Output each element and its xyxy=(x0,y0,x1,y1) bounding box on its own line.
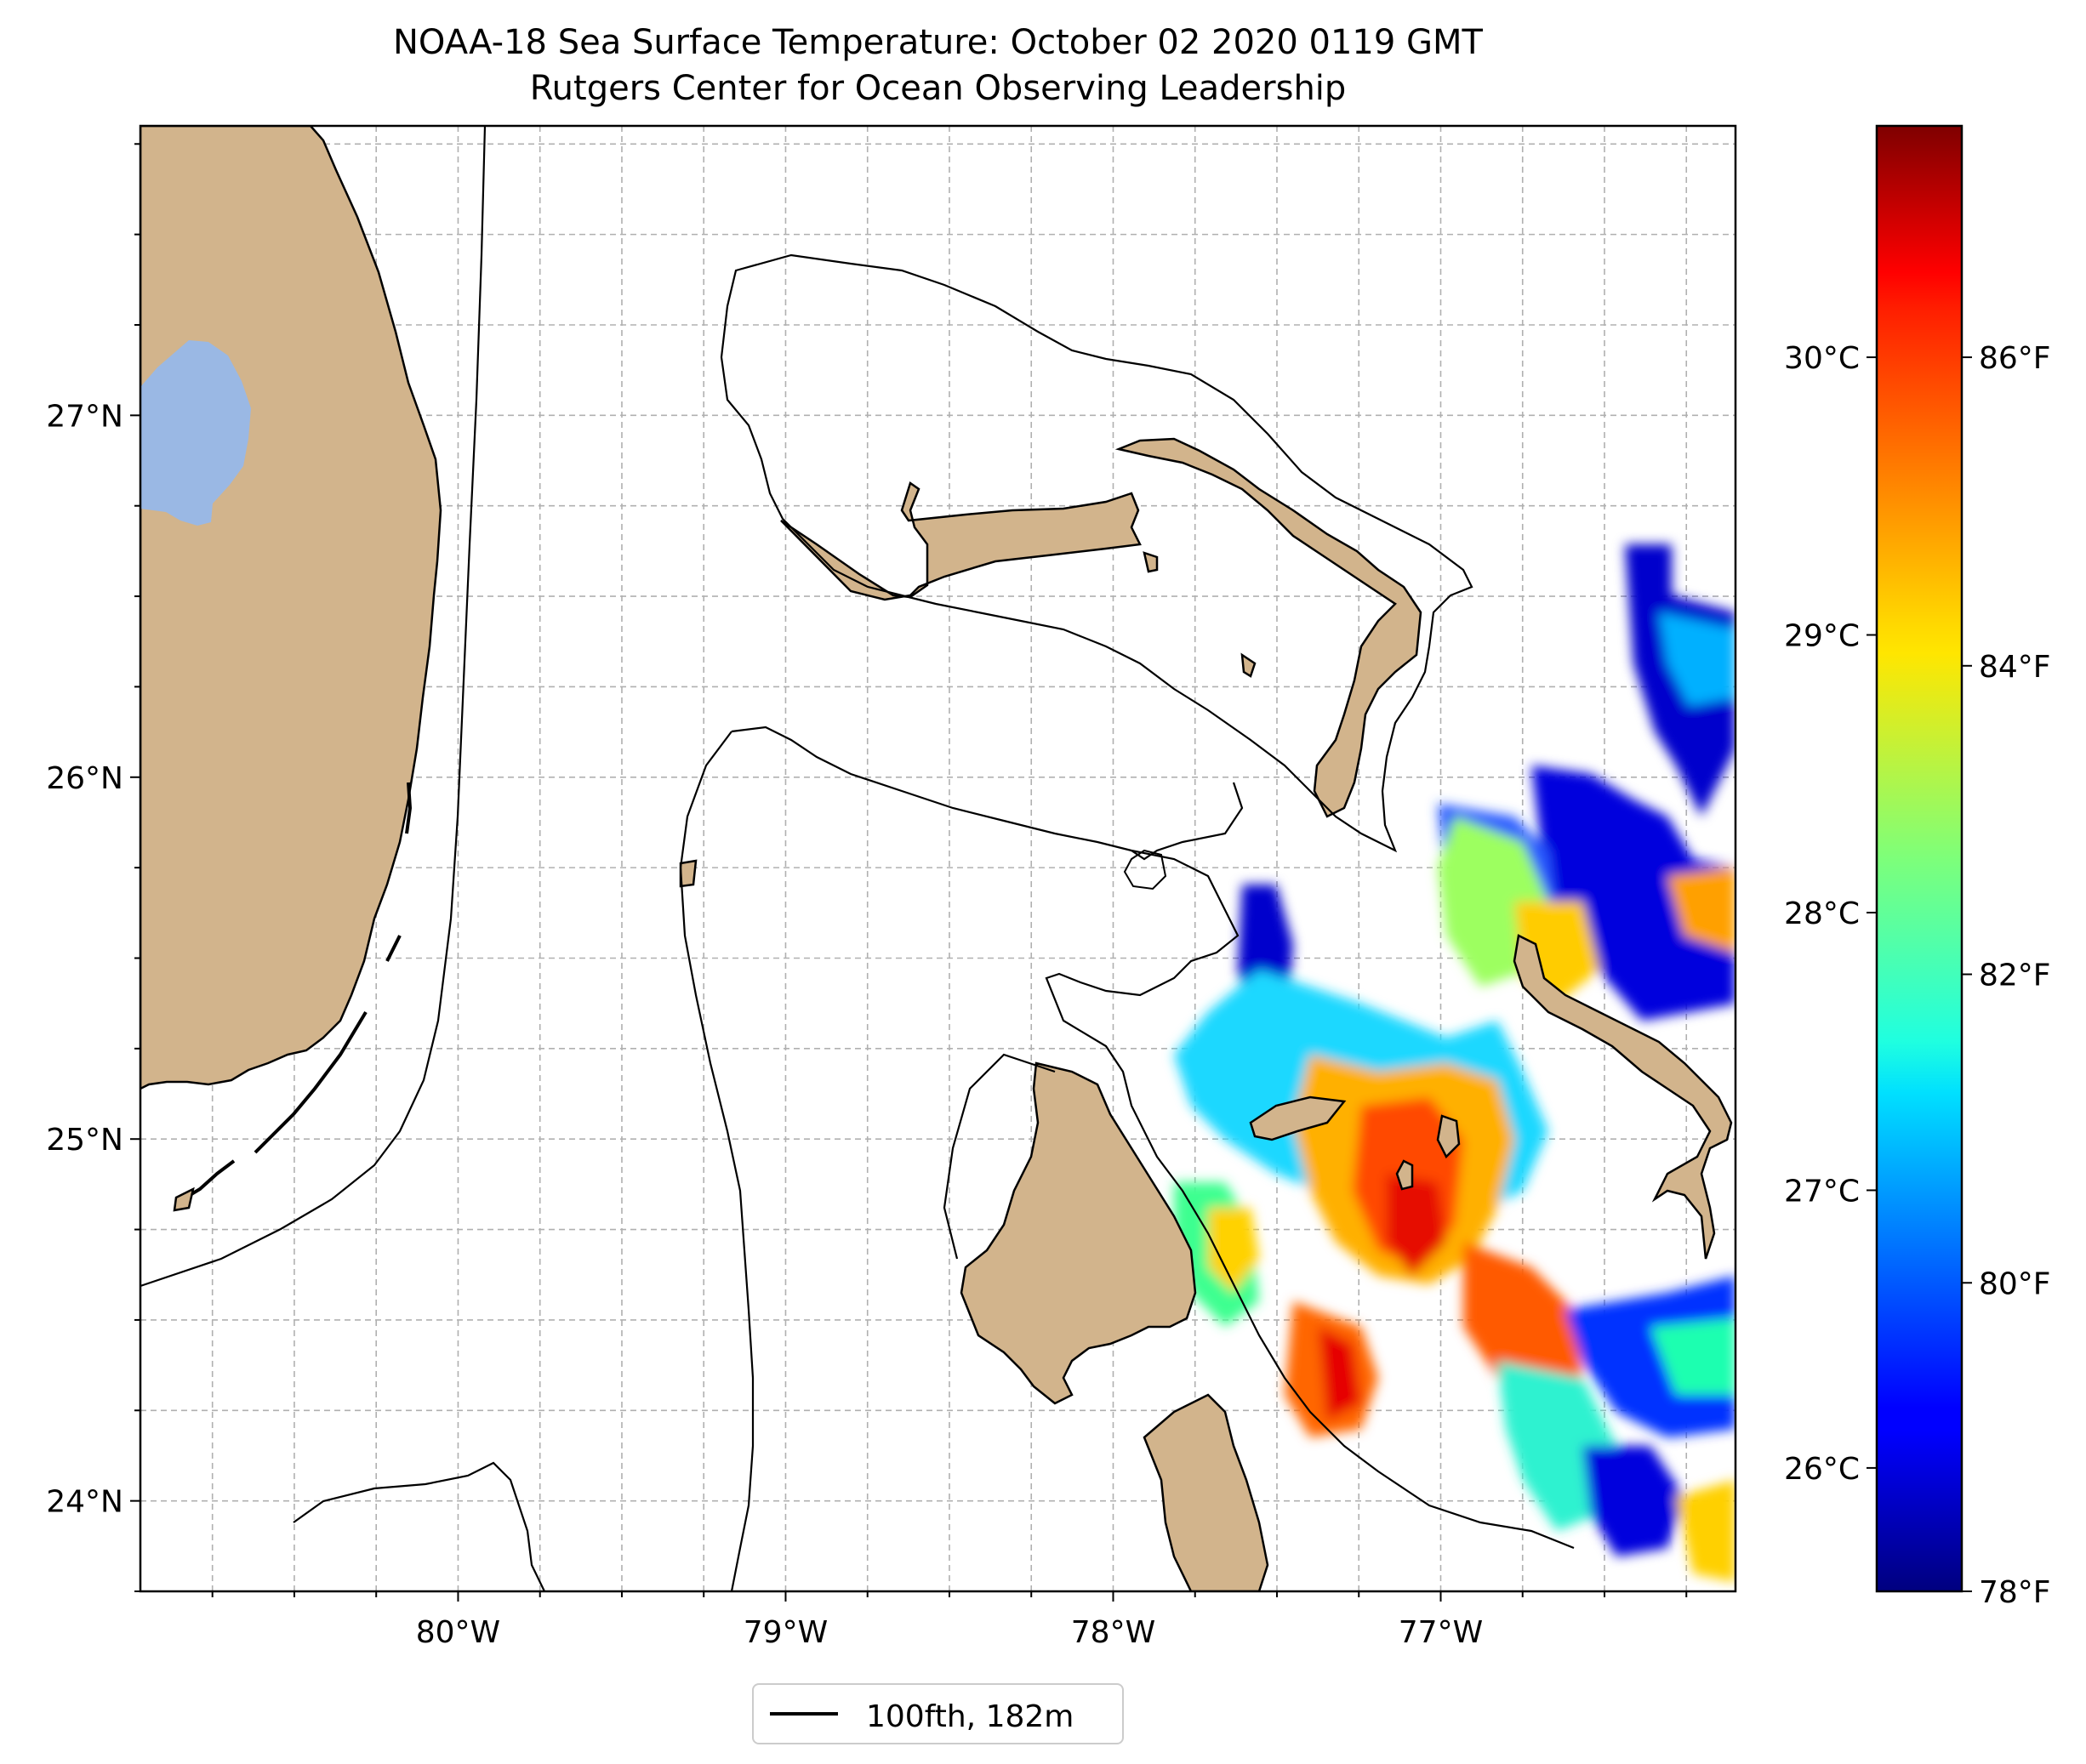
lon-tick-label: 79°W xyxy=(744,1615,828,1650)
map-subtitle: Rutgers Center for Ocean Observing Leade… xyxy=(529,69,1347,108)
small-islands xyxy=(173,551,1461,1212)
lake-okeechobee xyxy=(140,340,251,526)
colorbar-f-tick-label: 78°F xyxy=(1979,1575,2051,1610)
colorbar-c-tick-label: 28°C xyxy=(1784,896,1860,931)
lat-tick-label: 27°N xyxy=(46,399,123,434)
map-title: NOAA-18 Sea Surface Temperature: October… xyxy=(393,23,1483,62)
colorbar-f-tick-label: 82°F xyxy=(1979,959,2051,993)
lat-tick-label: 24°N xyxy=(46,1485,123,1520)
florida-keys xyxy=(181,782,413,1201)
colorbar-c-tick-label: 26°C xyxy=(1784,1452,1860,1487)
abaco-land xyxy=(1114,437,1422,818)
lat-tick-label: 25°N xyxy=(46,1123,123,1158)
colorbar-c-tick-label: 29°C xyxy=(1784,619,1860,654)
depth-ring-small xyxy=(1123,849,1167,891)
lat-tick-label: 26°N xyxy=(46,761,123,796)
lon-tick-label: 77°W xyxy=(1399,1615,1483,1650)
lon-tick-label: 78°W xyxy=(1071,1615,1155,1650)
colorbar-c-tick-label: 27°C xyxy=(1784,1174,1860,1209)
andros-land xyxy=(960,1061,1197,1405)
colorbar-f-tick-label: 86°F xyxy=(1979,341,2051,376)
map-frame xyxy=(139,124,1737,1593)
latitude-ticks: 24°N 25°N 26°N 27°N xyxy=(46,143,140,1592)
colorbar-f-tick-label: 84°F xyxy=(1979,650,2051,685)
colorbar-f-tick-label: 80°F xyxy=(1979,1266,2051,1301)
lon-tick-label: 80°W xyxy=(416,1615,500,1650)
andros-south-land xyxy=(1143,1393,1269,1591)
eleuthera-land xyxy=(1513,934,1733,1260)
colorbar xyxy=(1875,124,1963,1593)
grand-bahama-land xyxy=(780,481,1142,601)
legend: 100fth, 182m xyxy=(752,1683,1124,1744)
new-providence-land xyxy=(1249,1095,1347,1141)
sst-data-layer xyxy=(1174,544,1735,1582)
colorbar-ticks: 78°F 80°F 82°F 84°F 86°F 26°C 27°C 28°C 29°C 30°C xyxy=(1784,341,2050,1610)
depth-contours-100fth xyxy=(140,126,1575,1591)
colorbar-c-tick-label: 30°C xyxy=(1784,341,1860,376)
legend-label: 100fth, 182m xyxy=(866,1699,1074,1734)
map-area xyxy=(140,126,1735,1591)
longitude-ticks: 80°W 79°W 78°W 77°W xyxy=(211,1591,1688,1650)
